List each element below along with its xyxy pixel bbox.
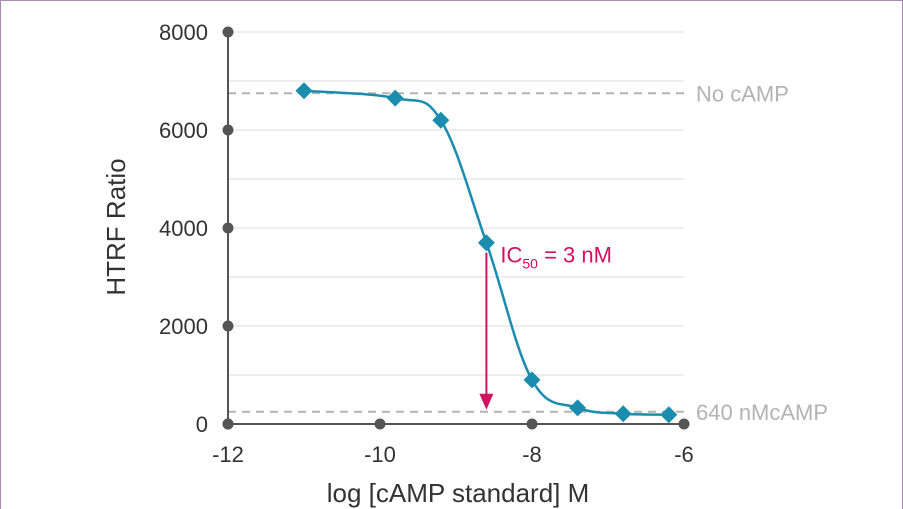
y-tick-label: 6000 <box>159 118 208 143</box>
x-tick-dot <box>374 418 386 430</box>
y-axis-title: HTRF Ratio <box>101 158 131 295</box>
data-point <box>477 234 495 252</box>
reference-label: 640 nMcAMP <box>696 400 828 425</box>
y-tick-label: 0 <box>196 412 208 437</box>
data-point <box>569 399 587 417</box>
x-axis-title: log [cAMP standard] M <box>327 478 590 508</box>
data-point <box>432 111 450 129</box>
y-tick-dot <box>222 124 234 136</box>
x-tick-label: -10 <box>364 442 396 467</box>
data-points <box>295 82 678 424</box>
data-point <box>614 405 632 423</box>
data-point <box>386 89 404 107</box>
axes: 0 2000 4000 6000 8000 -12 -10 -8 -6 <box>159 20 694 467</box>
y-tick-label: 8000 <box>159 20 208 45</box>
ic50-label: IC50 = 3 nM <box>500 243 612 272</box>
y-tick-dot <box>222 26 234 38</box>
data-point <box>295 82 313 100</box>
ic50-arrow-head <box>479 393 494 410</box>
data-point <box>660 406 678 424</box>
x-tick-label: -6 <box>674 442 694 467</box>
grid-lines <box>228 31 684 376</box>
data-point <box>523 371 541 389</box>
x-tick-dot <box>678 418 690 430</box>
x-tick-label: -12 <box>212 442 244 467</box>
y-tick-label: 4000 <box>159 216 208 241</box>
y-tick-dot <box>222 320 234 332</box>
y-tick-dot <box>222 222 234 234</box>
ic50-annotation: IC50 = 3 nM <box>479 243 612 410</box>
x-tick-label: -8 <box>522 442 542 467</box>
y-tick-label: 2000 <box>159 314 208 339</box>
x-tick-dot <box>222 418 234 430</box>
reference-lines: No cAMP 640 nMcAMP <box>228 81 828 425</box>
reference-label: No cAMP <box>696 81 789 106</box>
x-tick-dot <box>526 418 538 430</box>
